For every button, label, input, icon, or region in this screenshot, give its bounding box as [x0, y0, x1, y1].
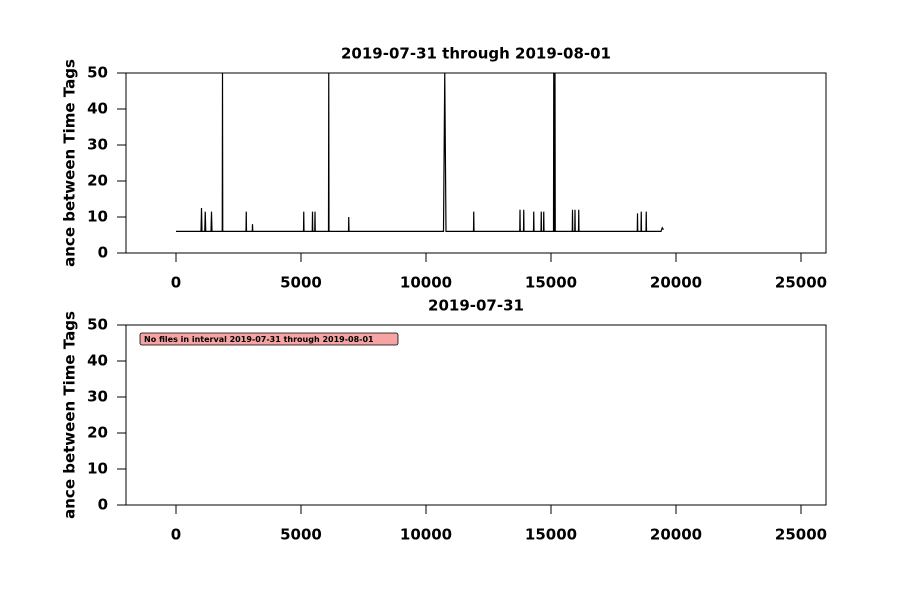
y-tick-label: 50	[87, 316, 108, 334]
y-tick-label: 30	[87, 388, 108, 406]
y-tick-label: 0	[98, 244, 108, 262]
y-axis-title: ance between Time Tags	[61, 311, 79, 519]
y-tick-label: 20	[87, 424, 108, 442]
annotation: No files in interval 2019-07-31 through …	[144, 335, 374, 344]
x-tick-label: 10000	[400, 526, 452, 544]
y-tick-label: 50	[87, 64, 108, 82]
plot-frame	[125, 72, 827, 254]
y-tick-label: 0	[98, 496, 108, 514]
x-tick-label: 0	[171, 526, 181, 544]
x-tick-label: 5000	[280, 274, 322, 292]
x-tick-label: 15000	[525, 274, 577, 292]
x-tick-label: 20000	[650, 274, 702, 292]
x-tick-label: 5000	[280, 526, 322, 544]
x-tick-label: 15000	[525, 526, 577, 544]
x-tick-label: 25000	[775, 274, 827, 292]
y-tick-label: 40	[87, 100, 108, 118]
plot-frame	[125, 324, 827, 506]
x-tick-label: 25000	[775, 526, 827, 544]
y-tick-label: 20	[87, 172, 108, 190]
y-tick-label: 10	[87, 208, 108, 226]
x-tick-label: 20000	[650, 526, 702, 544]
x-tick-label: 10000	[400, 274, 452, 292]
y-axis-title: ance between Time Tags	[61, 59, 79, 267]
data-line	[176, 72, 664, 232]
chart-title: 2019-07-31	[428, 297, 524, 315]
annotation-box	[139, 332, 399, 346]
chart-title: 2019-07-31 through 2019-08-01	[341, 45, 611, 63]
y-tick-label: 10	[87, 460, 108, 478]
y-tick-label: 40	[87, 352, 108, 370]
x-tick-label: 0	[171, 274, 181, 292]
y-tick-label: 30	[87, 136, 108, 154]
